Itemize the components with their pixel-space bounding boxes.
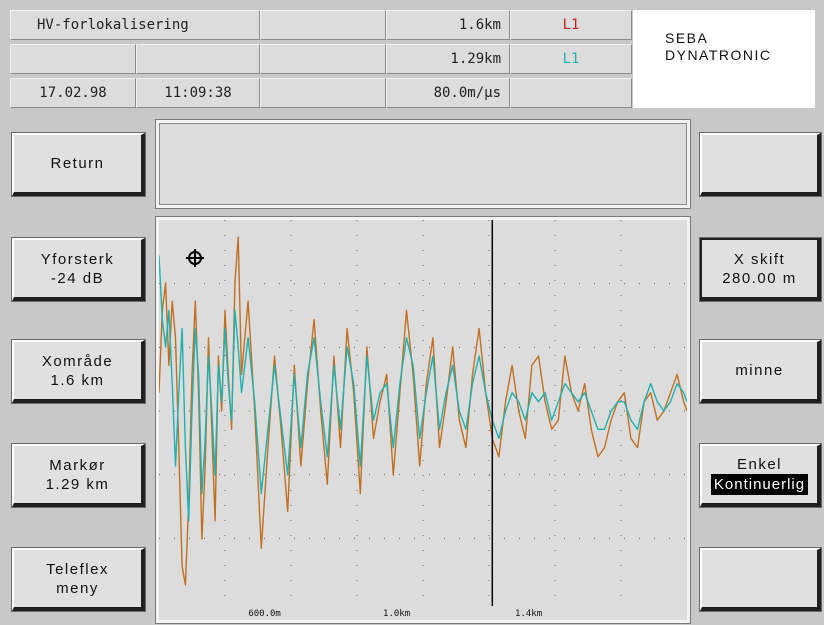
gain-button[interactable]: Yforsterk -24 dB <box>11 237 146 302</box>
header-cell-empty-3 <box>136 44 260 74</box>
trace-plot[interactable]: 600.0m 1.0km 1.4km <box>159 220 687 620</box>
mode-button[interactable]: Enkel Kontinuerlig <box>699 443 822 508</box>
header-cell-empty-2 <box>10 44 136 74</box>
brand-line-2: DYNATRONIC <box>665 47 772 63</box>
memory-label: minne <box>735 362 784 379</box>
teleflex-menu-button[interactable]: Teleflex meny <box>11 547 146 612</box>
header-cell-empty-1 <box>260 10 386 40</box>
date-readout: 17.02.98 <box>10 78 136 108</box>
trace-label-1: L1 <box>510 10 632 40</box>
range-button[interactable]: Xområde 1.6 km <box>11 339 146 404</box>
header-cell-empty-6 <box>510 78 632 108</box>
marker-button[interactable]: Markør 1.29 km <box>11 443 146 508</box>
gain-label: Yforsterk <box>40 250 115 268</box>
mode-single-label: Enkel <box>736 455 783 473</box>
message-area <box>155 119 691 209</box>
x-tick-label: 1.0km <box>383 609 410 619</box>
marker-readout: 1.29km <box>386 44 510 74</box>
return-label: Return <box>50 155 105 172</box>
crosshair-icon[interactable] <box>186 249 204 267</box>
time-readout: 11:09:38 <box>136 78 260 108</box>
brand-line-1: SEBA <box>665 30 709 46</box>
x-tick-label: 600.0m <box>248 609 281 619</box>
right-blank-button-2[interactable] <box>699 547 822 612</box>
memory-button[interactable]: minne <box>699 339 822 404</box>
gain-value: -24 dB <box>50 269 105 287</box>
marker-label: Markør <box>49 456 106 474</box>
trace-label-2: L1 <box>510 44 632 74</box>
range-readout: 1.6km <box>386 10 510 40</box>
right-blank-button-1[interactable] <box>699 132 822 197</box>
range-label: Xområde <box>41 352 114 370</box>
brand-logo: SEBA DYNATRONIC <box>633 10 815 108</box>
range-value: 1.6 km <box>50 371 105 389</box>
velocity-readout: 80.0m/µs <box>386 78 510 108</box>
marker-value: 1.29 km <box>45 475 110 493</box>
trace-plot-frame[interactable]: 600.0m 1.0km 1.4km <box>155 216 691 624</box>
teleflex-label-2: meny <box>56 579 99 597</box>
trace-series-2 <box>159 255 687 522</box>
screen-title: HV-forlokalisering <box>10 10 260 40</box>
xshift-label: X skift <box>733 250 786 268</box>
mode-continuous-label: Kontinuerlig <box>710 473 809 495</box>
header-cell-empty-5 <box>260 78 386 108</box>
return-button[interactable]: Return <box>11 132 146 197</box>
x-tick-label: 1.4km <box>515 609 542 619</box>
teleflex-label-1: Teleflex <box>46 560 109 578</box>
xshift-button[interactable]: X skift 280.00 m <box>699 237 822 302</box>
xshift-value: 280.00 m <box>722 269 797 287</box>
header-cell-empty-4 <box>260 44 386 74</box>
